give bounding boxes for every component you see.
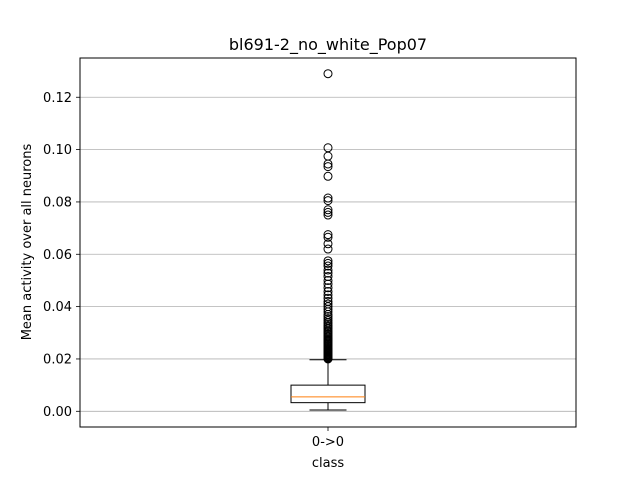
box-plot-layer xyxy=(290,69,366,411)
outlier-point xyxy=(323,230,333,240)
y-tick-label: 0.08 xyxy=(43,195,72,210)
outlier-point xyxy=(323,275,333,285)
x-axis-ticks: 0->0 xyxy=(312,427,344,450)
outlier-point xyxy=(323,239,333,249)
outlier-point xyxy=(323,299,333,309)
outlier-point xyxy=(323,162,333,172)
outlier-point xyxy=(323,296,333,306)
outlier-point xyxy=(323,261,333,271)
y-tick-label: 0.04 xyxy=(43,300,72,315)
outlier-point xyxy=(323,207,333,217)
outlier-point xyxy=(323,293,333,303)
outlier-point xyxy=(323,314,333,324)
outlier-point xyxy=(323,210,333,220)
x-tick-label: 0->0 xyxy=(312,435,344,450)
y-axis-label: Mean activity over all neurons xyxy=(20,144,35,341)
interquartile-box xyxy=(290,384,366,404)
outlier-point xyxy=(323,69,333,79)
outlier-point xyxy=(323,258,333,268)
outlier-point xyxy=(323,312,333,322)
outlier-point xyxy=(323,286,333,296)
y-tick-label: 0.06 xyxy=(43,248,72,263)
outlier-point xyxy=(323,171,333,181)
outlier-point xyxy=(323,232,333,242)
chart-title: bl691-2_no_white_Pop07 xyxy=(229,35,427,55)
outlier-point xyxy=(323,290,333,300)
outlier-point xyxy=(323,265,333,275)
outlier-point xyxy=(323,272,333,282)
outlier-point xyxy=(323,268,333,278)
y-tick-label: 0.12 xyxy=(43,91,72,106)
outlier-point xyxy=(323,196,333,206)
outlier-point xyxy=(323,205,333,215)
y-tick-label: 0.02 xyxy=(43,352,72,367)
x-axis-label: class xyxy=(312,456,344,471)
outlier-point xyxy=(323,244,333,254)
y-tick-label: 0.10 xyxy=(43,143,72,158)
outlier-point xyxy=(323,283,333,293)
y-tick-label: 0.00 xyxy=(43,405,72,420)
outlier-point xyxy=(323,193,333,203)
outlier-point xyxy=(323,151,333,161)
box-group xyxy=(290,69,366,411)
outlier-point xyxy=(323,143,333,153)
outlier-point xyxy=(323,256,333,266)
y-axis-ticks: 0.00 0.02 0.04 0.06 0.08 0.10 0.12 xyxy=(43,91,80,420)
